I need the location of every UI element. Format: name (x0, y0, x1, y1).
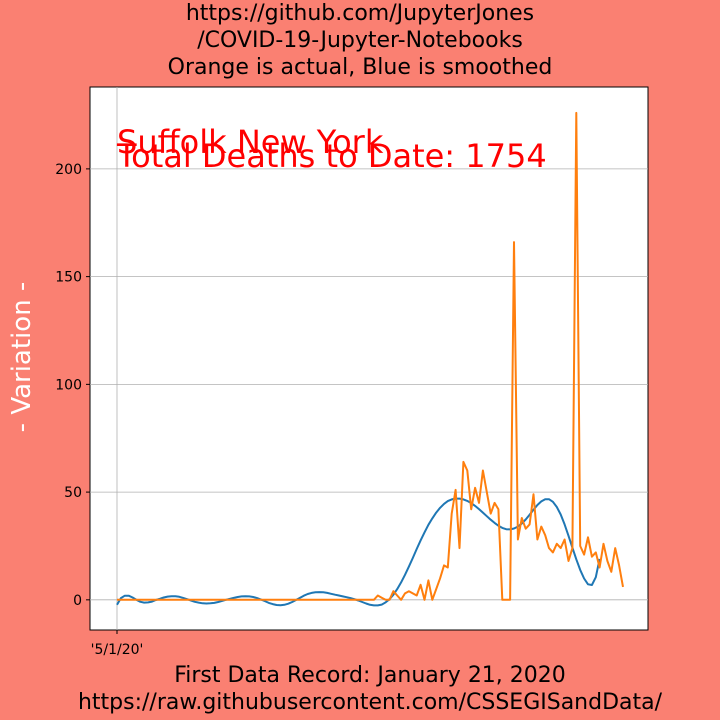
y-tick-label: 150 (55, 270, 82, 286)
annotation-total-deaths: Total Deaths to Date: 1754 (116, 137, 547, 175)
y-axis: 0 50 100 150 200 (55, 162, 90, 609)
title-line-3: Orange is actual, Blue is smoothed (167, 55, 553, 80)
series-layer (116, 111, 624, 607)
title-line-1: https://github.com/JupyterJones (185, 1, 535, 26)
y-tick-label: 100 (55, 377, 82, 393)
annotation-location: Suffolk New York (117, 123, 384, 161)
footer-line-2: https://raw.githubusercontent.com/CSSEGI… (77, 690, 663, 715)
x-tick-label: '5/1/20' (91, 642, 144, 658)
y-tick-label: 50 (64, 485, 82, 501)
chart-title: https://github.com/JupyterJones /COVID-1… (0, 0, 720, 81)
chart-footer: First Data Record: January 21, 2020 http… (0, 662, 720, 716)
footer-line-1: First Data Record: January 21, 2020 (174, 663, 566, 688)
y-tick-label: 0 (73, 593, 82, 609)
series-line-actual (117, 111, 624, 601)
y-tick-label: 200 (55, 162, 82, 178)
title-line-2: /COVID-19-Jupyter-Notebooks (197, 28, 523, 53)
plot-area (89, 86, 649, 631)
x-axis: '5/1/20' (91, 630, 144, 658)
